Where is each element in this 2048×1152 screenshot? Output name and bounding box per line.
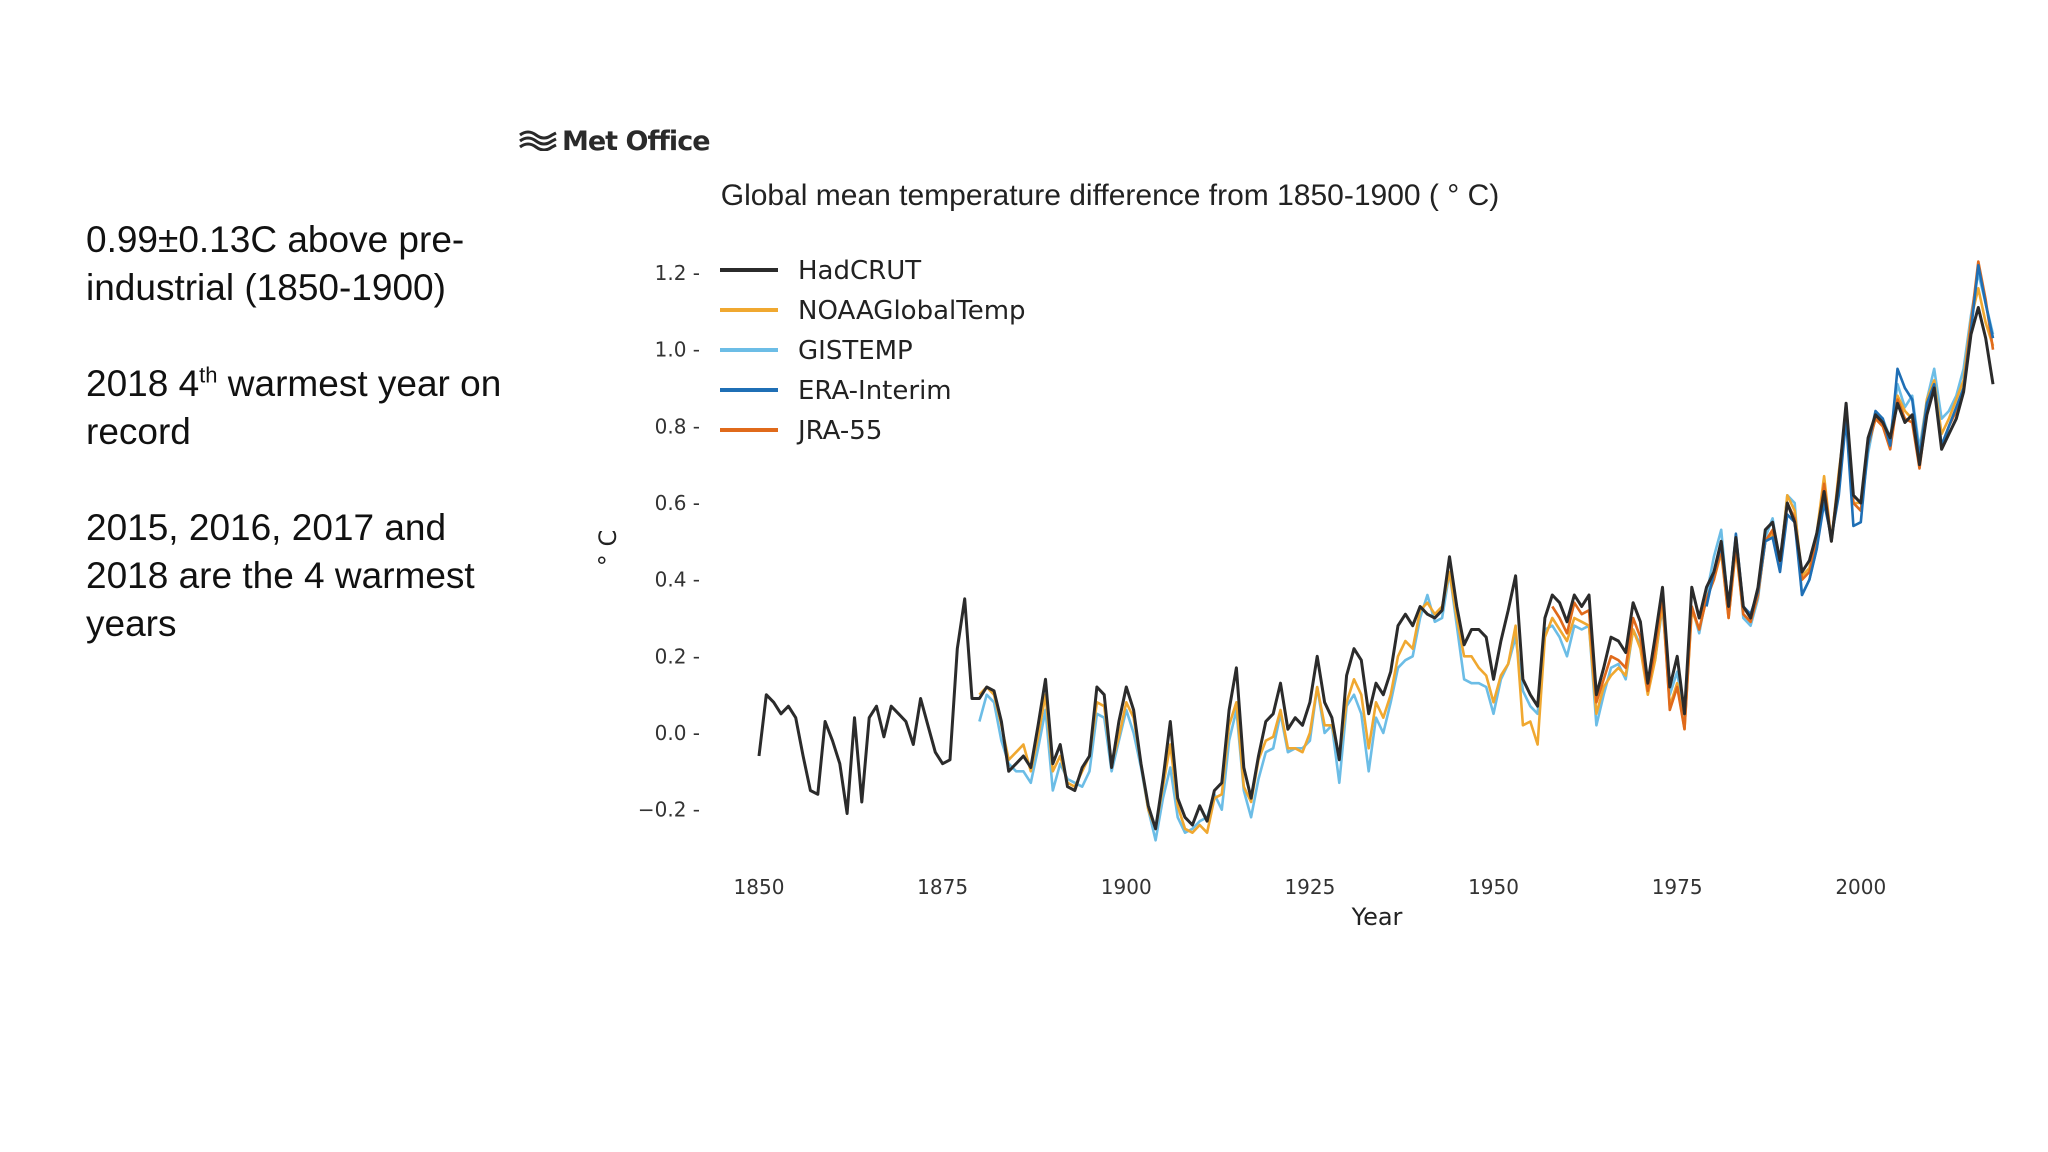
axis-ticks: 1850 1875 1900 1925 1950 1975 2000 1.2 - 1.0 - 0.… <box>638 261 1886 899</box>
legend-label: JRA-55 <box>796 416 882 446</box>
met-office-logo-text: Met Office <box>562 126 711 157</box>
fact-2018-rank: 2018 4th warmest year on record <box>86 360 526 456</box>
x-tick-label: 1950 <box>1468 875 1519 899</box>
y-tick-label: 0.4 - <box>655 568 700 592</box>
x-tick-label: 1875 <box>917 875 968 899</box>
series-line-hadcrut <box>757 306 1995 831</box>
y-tick-label: 1.0 - <box>655 338 700 362</box>
y-tick-label: 0.8 - <box>655 414 700 438</box>
chart-title: Global mean temperature difference from … <box>721 179 1500 212</box>
series-line-jra-55 <box>1551 260 1995 731</box>
x-tick-label: 1975 <box>1652 875 1703 899</box>
fact-2018-ordinal: th <box>199 362 218 388</box>
y-axis-label: ° C <box>594 530 622 566</box>
series-line-noaaglobaltemp <box>978 287 1995 834</box>
legend-label: NOAAGlobalTemp <box>798 296 1026 326</box>
fact-warmest-years: 2015, 2016, 2017 and 2018 are the 4 warm… <box>86 507 475 644</box>
x-tick-label: 1900 <box>1101 875 1152 899</box>
fact-preindustrial: 0.99±0.13C above pre-industrial (1850-19… <box>86 219 465 308</box>
fact-2018-year: 2018 4 <box>86 363 200 404</box>
y-tick-label: 0.0 - <box>655 721 700 745</box>
met-office-logo: Met Office <box>518 126 711 157</box>
legend-label: GISTEMP <box>798 336 913 366</box>
y-tick-label: −0.2 - <box>638 798 700 822</box>
y-tick-label: 1.2 - <box>655 261 700 285</box>
y-tick-label: 0.6 - <box>655 491 700 515</box>
series-lines <box>757 260 1995 842</box>
legend-label: HadCRUT <box>798 256 921 286</box>
x-tick-label: 1925 <box>1284 875 1335 899</box>
legend: HadCRUT NOAAGlobalTemp GISTEMP ERA-Interim J… <box>720 256 1026 446</box>
legend-label: ERA-Interim <box>798 376 952 406</box>
x-tick-label: 1850 <box>734 875 785 899</box>
x-tick-label: 2000 <box>1835 875 1886 899</box>
met-office-waves-icon <box>518 127 558 156</box>
y-tick-label: 0.2 - <box>655 644 700 668</box>
x-axis-label: Year <box>1351 903 1403 931</box>
fact-2018-rest: warmest year on record <box>86 363 502 452</box>
key-facts: 0.99±0.13C above pre-industrial (1850-19… <box>86 216 526 696</box>
series-line-gistemp <box>978 271 1995 842</box>
